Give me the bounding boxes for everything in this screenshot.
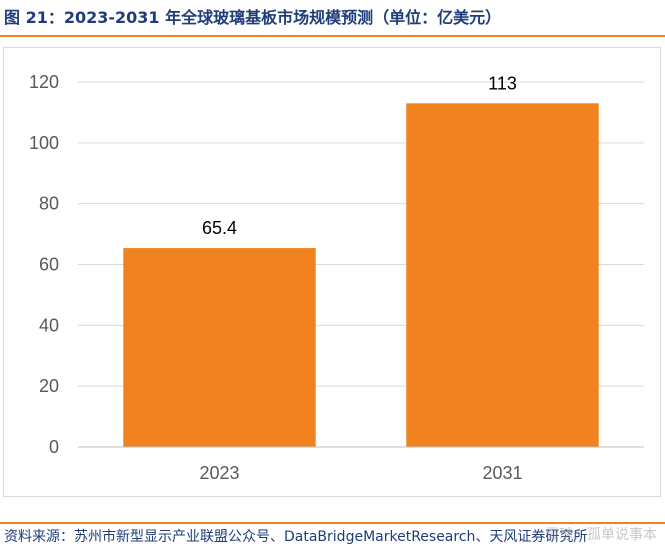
bar-chart: 0 20 40 60 80 100 120 65.4 113 2023 2031 [29,72,644,483]
bar [406,103,599,447]
data-label: 113 [488,73,517,93]
chart-frame: 0 20 40 60 80 100 120 65.4 113 2023 2031 [3,47,661,497]
y-tick-label: 80 [39,194,59,214]
watermark: 雪球：孤单说事本 [545,527,657,543]
y-tick-label: 0 [49,437,59,457]
x-tick-label: 2023 [199,463,239,483]
y-tick-label: 120 [29,72,59,92]
y-tick-label: 20 [39,376,59,396]
y-tick-label: 100 [29,133,59,153]
y-axis-ticks: 0 20 40 60 80 100 120 [29,72,59,457]
y-tick-label: 60 [39,255,59,275]
source-note: 资料来源：苏州市新型显示产业联盟公众号、DataBridgeMarketRese… [4,529,588,545]
source-divider [0,522,665,524]
x-tick-label: 2031 [482,463,522,483]
y-tick-label: 40 [39,315,59,335]
bar [123,248,316,447]
bars [123,103,599,447]
data-label: 65.4 [202,218,237,238]
figure-title: 图 21：2023-2031 年全球玻璃基板市场规模预测（单位：亿美元） [4,8,502,27]
x-axis-ticks: 2023 2031 [199,463,522,483]
title-divider [0,35,665,37]
data-labels: 65.4 113 [202,73,517,238]
